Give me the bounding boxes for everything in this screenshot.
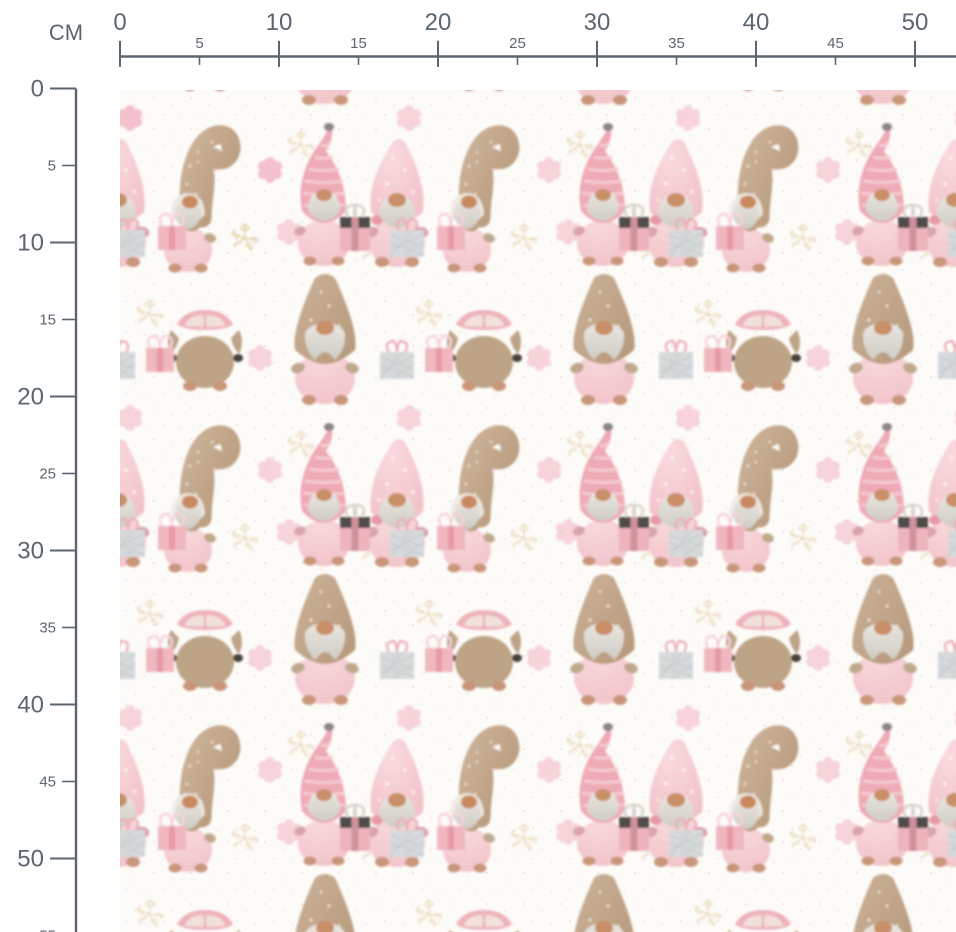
svg-text:30: 30: [584, 9, 611, 36]
svg-text:0: 0: [31, 76, 44, 103]
svg-text:15: 15: [39, 312, 56, 329]
svg-text:20: 20: [425, 9, 452, 36]
svg-text:50: 50: [902, 9, 929, 36]
svg-text:30: 30: [17, 538, 44, 565]
svg-text:15: 15: [350, 35, 367, 52]
svg-text:5: 5: [48, 158, 56, 175]
svg-text:10: 10: [266, 9, 293, 36]
svg-text:40: 40: [17, 692, 44, 719]
svg-text:35: 35: [668, 35, 685, 52]
svg-text:CM: CM: [49, 20, 83, 45]
svg-text:50: 50: [17, 846, 44, 873]
svg-text:0: 0: [113, 9, 126, 36]
svg-text:20: 20: [17, 384, 44, 411]
svg-text:25: 25: [39, 466, 56, 483]
svg-text:35: 35: [39, 620, 56, 637]
svg-text:45: 45: [39, 774, 56, 791]
svg-text:5: 5: [195, 35, 203, 52]
svg-text:45: 45: [827, 35, 844, 52]
svg-text:25: 25: [509, 35, 526, 52]
svg-text:40: 40: [743, 9, 770, 36]
svg-text:55: 55: [39, 928, 56, 932]
svg-text:10: 10: [17, 230, 44, 257]
